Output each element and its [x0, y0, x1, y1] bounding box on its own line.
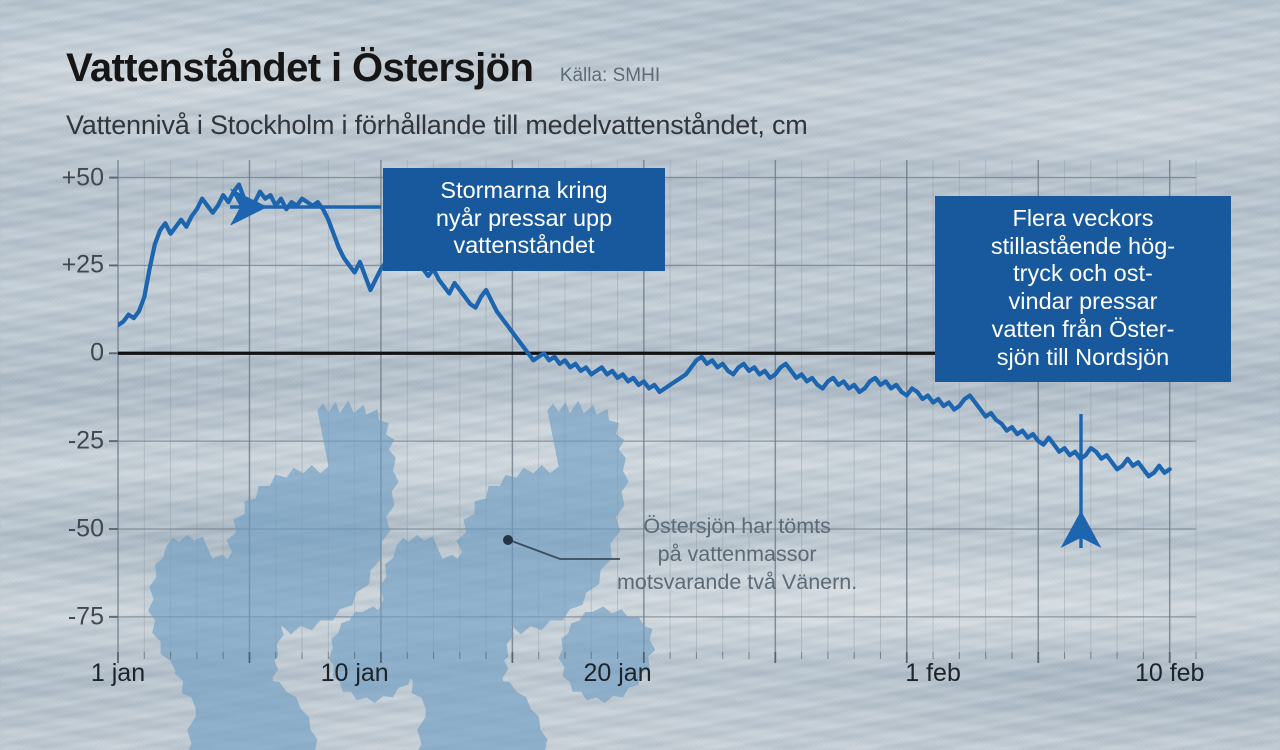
vanern-lake-silhouettes	[148, 400, 656, 750]
high-pressure-line: tryck och ost-	[1013, 260, 1153, 287]
vanern-leader-line	[503, 535, 620, 560]
x-tick-label: 20 jan	[583, 659, 652, 687]
annotation-storms: Stormarna kring nyår pressar upp vattenstå…	[383, 168, 665, 272]
x-tick-label: 10 jan	[320, 659, 389, 687]
x-tick-label: 1 feb	[905, 659, 961, 687]
storms-line: vattenståndet	[453, 232, 595, 259]
source-label: Källa: SMHI	[559, 65, 661, 86]
storms-line: nyår pressar upp	[435, 204, 613, 231]
header: Vattenståndet i Östersjön Källa: SMHI	[66, 48, 660, 88]
y-tick-label: -50	[67, 514, 104, 543]
high-pressure-line: vindar pressar	[1008, 288, 1158, 315]
annotation-high-pressure: Flera veckors stillastående hög-tryck och…	[935, 196, 1231, 383]
vanern-line: Östersjön har tömts	[643, 514, 831, 538]
high-pressure-line: vatten från Öster-	[991, 315, 1175, 342]
x-tick-label: 1 jan	[90, 659, 146, 687]
y-tick-label: -25	[67, 426, 104, 455]
storms-line: Stormarna kring	[440, 177, 608, 203]
y-tick-label: +50	[61, 163, 104, 192]
x-tick-label: 10 feb	[1134, 659, 1205, 687]
vanern-line: på vattenmassor	[657, 541, 817, 566]
page-title: Vattenståndet i Östersjön	[66, 46, 534, 90]
annotation-vanern: Östersjön har tömts på vattenmassor motsva…	[617, 513, 857, 597]
page-subtitle: Vattennivå i Stockholm i förhållande til…	[66, 110, 808, 140]
high-pressure-line: Flera veckors	[1012, 205, 1154, 231]
high-pressure-line: sjön till Nordsjön	[996, 343, 1170, 370]
y-tick-label: -75	[67, 602, 104, 631]
water-level-series	[118, 182, 1172, 479]
vanern-line: motsvarande två Vänern.	[617, 569, 858, 594]
y-tick-label: +25	[61, 250, 104, 279]
y-tick-label: 0	[90, 338, 104, 367]
axis-ticks	[109, 176, 1197, 663]
high-pressure-line: stillastående hög-	[990, 232, 1176, 259]
